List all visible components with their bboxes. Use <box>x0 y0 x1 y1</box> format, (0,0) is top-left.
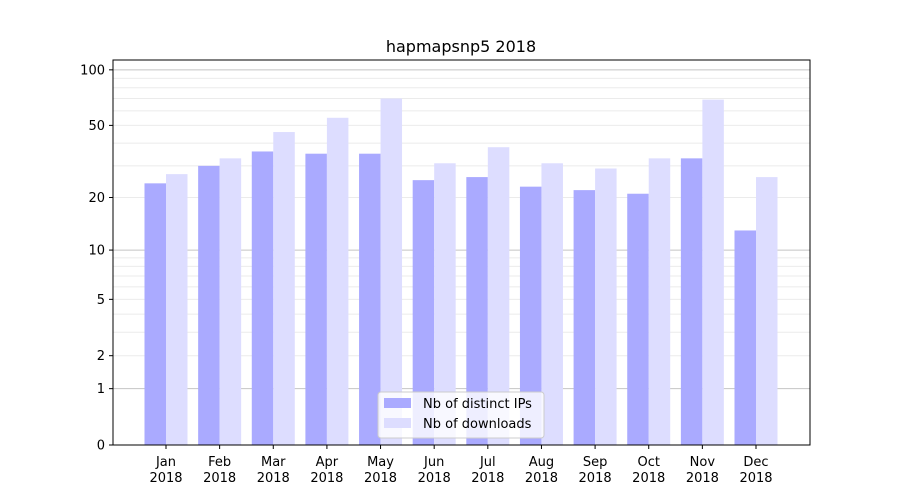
legend-label: Nb of downloads <box>423 417 532 432</box>
chart-title: hapmapsnp5 2018 <box>386 37 536 56</box>
x-axis: Jan 2018 Feb 2018 Mar 2018 Apr 2018 May 2018 Jun 20… <box>149 445 773 486</box>
x-tick-label: Jul 2018 <box>471 455 504 486</box>
y-tick-label: 5 <box>97 293 105 308</box>
y-tick-label: 0 <box>97 439 105 454</box>
x-tick-label: Feb 2018 <box>203 455 236 486</box>
legend-swatch <box>384 418 411 428</box>
bar-downloads <box>648 158 671 445</box>
bar-distinct-ips <box>680 158 703 445</box>
x-tick-label: Apr 2018 <box>310 455 343 486</box>
bar-distinct-ips <box>359 153 381 446</box>
x-tick-label: Jan 2018 <box>149 455 182 486</box>
bar-distinct-ips <box>519 186 542 446</box>
x-tick-label: Sep 2018 <box>579 455 612 486</box>
bar-distinct-ips <box>734 230 756 445</box>
bar-distinct-ips <box>573 190 596 445</box>
bar-downloads <box>702 99 724 445</box>
bar-distinct-ips <box>198 165 220 445</box>
bar-downloads <box>756 177 778 445</box>
plot-frame <box>112 59 811 446</box>
bar-downloads <box>595 168 617 445</box>
y-axis: 0 1 2 5 10 20 50 100 <box>80 63 113 454</box>
legend-box <box>377 391 545 439</box>
y-tick-label: 20 <box>88 191 105 206</box>
bar-distinct-ips <box>251 151 274 446</box>
bar-downloads <box>541 163 563 445</box>
bar-distinct-ips <box>627 193 649 445</box>
x-tick-label: Mar 2018 <box>257 455 290 486</box>
legend-label: Nb of distinct IPs <box>423 397 532 412</box>
legend-swatch <box>384 398 411 408</box>
bars <box>144 98 778 446</box>
y-tick-label: 50 <box>88 119 105 134</box>
legend: Nb of distinct IPs Nb of downloads <box>377 391 545 439</box>
bar-downloads <box>326 117 349 445</box>
x-tick-label: Dec 2018 <box>739 455 772 486</box>
y-tick-label: 10 <box>88 244 105 259</box>
x-tick-label: Aug 2018 <box>525 455 558 486</box>
bar-downloads <box>273 132 295 445</box>
y-tick-label: 1 <box>97 382 105 397</box>
bar-downloads <box>219 158 242 445</box>
y-tick-label: 100 <box>80 63 105 78</box>
bar-downloads <box>380 98 403 446</box>
bar-distinct-ips <box>305 153 327 446</box>
x-tick-label: Nov 2018 <box>686 455 719 486</box>
x-tick-label: May 2018 <box>364 455 397 486</box>
x-tick-label: Oct 2018 <box>632 455 665 486</box>
bar-distinct-ips <box>466 177 488 445</box>
x-tick-label: Jun 2018 <box>418 455 451 486</box>
bar-distinct-ips <box>412 180 435 445</box>
bar-downloads <box>166 174 188 445</box>
bar-distinct-ips <box>144 183 166 445</box>
bar-downloads <box>434 163 456 445</box>
bar-downloads <box>487 147 510 445</box>
y-tick-label: 2 <box>97 349 105 364</box>
